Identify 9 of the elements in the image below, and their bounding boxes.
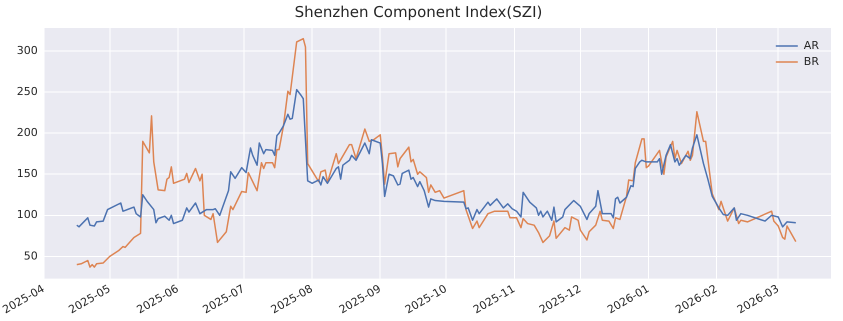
y-tick-label: 150 bbox=[16, 167, 38, 180]
legend-label: AR bbox=[804, 38, 820, 52]
y-tick-label: 100 bbox=[16, 208, 38, 222]
chart-title: Shenzhen Component Index(SZI) bbox=[294, 2, 542, 21]
y-tick-label: 250 bbox=[16, 84, 38, 98]
y-tick-label: 50 bbox=[24, 249, 38, 262]
y-tick-label: 200 bbox=[16, 126, 38, 140]
y-tick-label: 300 bbox=[16, 44, 38, 57]
legend-label: BR bbox=[804, 54, 820, 68]
